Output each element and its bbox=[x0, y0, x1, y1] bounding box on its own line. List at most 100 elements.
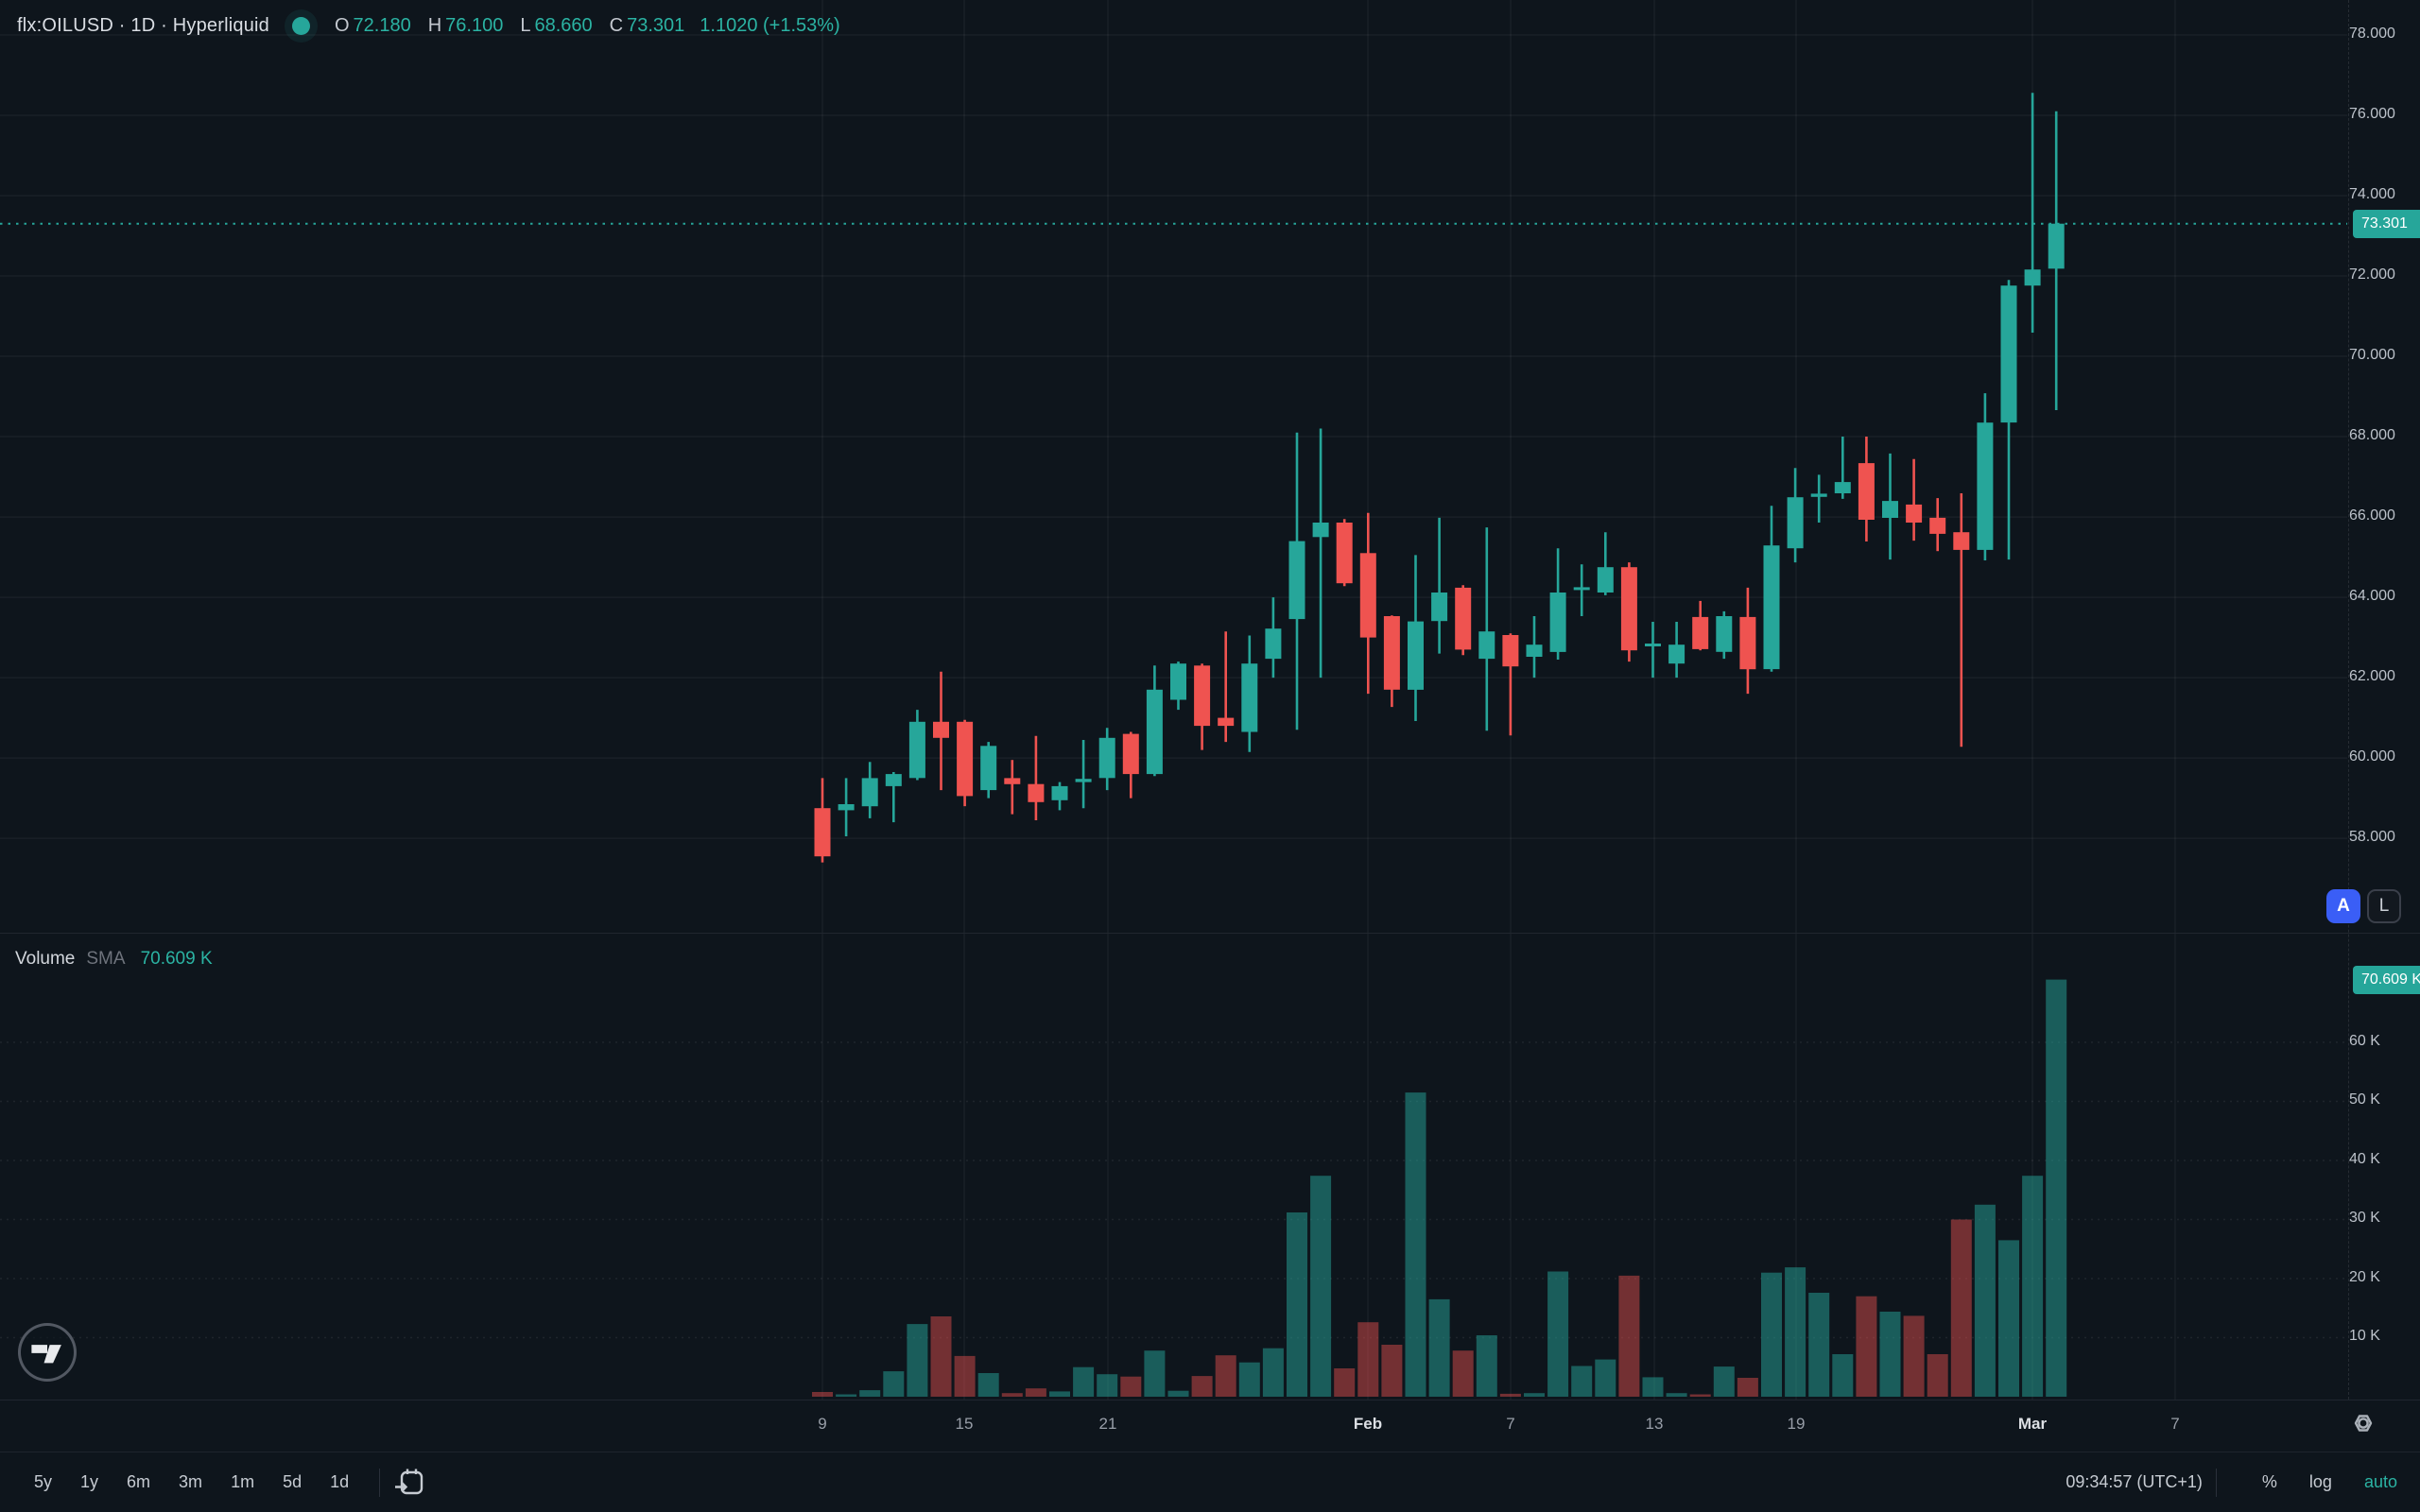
volume-bar bbox=[1405, 1092, 1426, 1397]
candle-body bbox=[1597, 567, 1614, 593]
volume-bar bbox=[1049, 1391, 1070, 1397]
volume-bar bbox=[1903, 1315, 1925, 1397]
volume-bar bbox=[812, 1392, 833, 1397]
range-button-3m[interactable]: 3m bbox=[179, 1472, 203, 1491]
volume-bar bbox=[977, 1373, 999, 1397]
volume-bar bbox=[1499, 1393, 1521, 1397]
volume-bar bbox=[1262, 1348, 1284, 1397]
time-tick-label: 7 bbox=[2170, 1415, 2180, 1433]
range-button-1m[interactable]: 1m bbox=[231, 1472, 255, 1491]
volume-bar bbox=[1167, 1390, 1189, 1397]
candle-body bbox=[838, 804, 855, 811]
pane-separator[interactable] bbox=[0, 933, 2420, 934]
close-label: C bbox=[609, 15, 624, 36]
volume-bar bbox=[1547, 1271, 1569, 1397]
volume-bar bbox=[883, 1371, 905, 1397]
calendar-icon bbox=[395, 1469, 424, 1494]
candle-body bbox=[1645, 644, 1661, 646]
market-status-dot-icon[interactable] bbox=[291, 17, 310, 35]
volume-bar bbox=[1287, 1212, 1307, 1397]
volume-bar bbox=[1001, 1393, 1023, 1397]
range-button-5y[interactable]: 5y bbox=[34, 1472, 53, 1491]
candle-body bbox=[1620, 567, 1637, 651]
toolbar-divider bbox=[2215, 1468, 2217, 1497]
range-button-5d[interactable]: 5d bbox=[283, 1472, 302, 1491]
candle-body bbox=[1383, 616, 1400, 690]
volume-bar bbox=[1476, 1335, 1497, 1397]
time-tick-label: 19 bbox=[1787, 1415, 1806, 1433]
time-tick-label: 9 bbox=[818, 1415, 827, 1433]
volume-bar bbox=[836, 1394, 857, 1397]
volume-bar bbox=[1025, 1388, 1046, 1397]
candle-body bbox=[1218, 717, 1235, 727]
candle-body bbox=[1549, 593, 1566, 652]
range-button-1d[interactable]: 1d bbox=[330, 1472, 350, 1491]
symbol-title[interactable]: flx:OILUSD · 1D · Hyperliquid bbox=[17, 15, 269, 36]
candle-body bbox=[980, 746, 997, 791]
gear-icon bbox=[2354, 1415, 2373, 1432]
volume-bar bbox=[2046, 979, 2067, 1397]
lock-scale-button[interactable]: L bbox=[2367, 889, 2401, 923]
volume-legend[interactable]: Volume SMA 70.609 K bbox=[15, 949, 213, 970]
volume-bar bbox=[1689, 1394, 1711, 1397]
candle-body bbox=[1716, 616, 1733, 652]
candle-body bbox=[933, 721, 949, 738]
candle-body bbox=[1526, 644, 1543, 657]
volume-bar bbox=[1144, 1350, 1166, 1397]
percent-scale-button[interactable]: % bbox=[2261, 1472, 2277, 1491]
volume-bar bbox=[1097, 1374, 1118, 1397]
open-label: O bbox=[334, 15, 350, 36]
timezone-settings-button[interactable] bbox=[2346, 1407, 2380, 1439]
range-button-1y[interactable]: 1y bbox=[80, 1472, 99, 1491]
clock-display[interactable]: 09:34:57 (UTC+1) bbox=[2066, 1472, 2203, 1491]
candle-body bbox=[1478, 631, 1495, 660]
candle-body bbox=[2048, 223, 2065, 269]
tradingview-logo-icon bbox=[31, 1345, 61, 1364]
volume-bar bbox=[1428, 1298, 1450, 1397]
candle-body bbox=[1929, 517, 1946, 534]
bottom-toolbar: 5y 1y 6m 3m 1m 5d 1d 09:34:57 (UTC+1) % log au… bbox=[0, 1452, 2420, 1512]
volume-bar bbox=[1357, 1322, 1379, 1397]
log-scale-button[interactable]: log bbox=[2308, 1472, 2332, 1491]
tradingview-logo[interactable] bbox=[18, 1323, 77, 1382]
time-tick-label: 15 bbox=[955, 1415, 974, 1433]
candle-body bbox=[1668, 644, 1685, 664]
volume-bar bbox=[1452, 1350, 1474, 1397]
candle-body bbox=[1834, 482, 1851, 493]
low-label: L bbox=[520, 15, 531, 36]
volume-bar bbox=[1998, 1240, 2019, 1397]
candle-body bbox=[885, 774, 902, 786]
volume-bar bbox=[1950, 1219, 1972, 1397]
candle-body bbox=[1075, 779, 1092, 782]
volume-bar bbox=[1524, 1393, 1545, 1397]
candle-body bbox=[1194, 665, 1211, 727]
candle-body bbox=[1004, 778, 1021, 784]
candle-body bbox=[2024, 269, 2041, 286]
range-button-6m[interactable]: 6m bbox=[127, 1472, 151, 1491]
volume-bar bbox=[1381, 1345, 1403, 1397]
price-scale-mode-buttons: A L bbox=[2326, 889, 2401, 923]
candle-body bbox=[814, 808, 831, 857]
price-axis[interactable]: 73.301 70.609 K 78.000 76.000 74.000 72.000… bbox=[2348, 0, 2420, 1400]
candle-body bbox=[1953, 532, 1970, 550]
volume-bar bbox=[954, 1355, 976, 1397]
volume-bar bbox=[1713, 1366, 1735, 1397]
candle-body bbox=[1787, 497, 1804, 549]
volume-bar bbox=[1666, 1393, 1687, 1397]
candle-body bbox=[2000, 285, 2017, 423]
ohlc-values: O 72.180 H 76.100 L 68.660 C 73.301 1.10… bbox=[335, 15, 840, 37]
candle-body bbox=[1241, 663, 1258, 732]
go-to-date-button[interactable] bbox=[393, 1467, 425, 1499]
candle-body bbox=[1763, 545, 1780, 670]
candle-body bbox=[957, 721, 974, 797]
volume-bar bbox=[1120, 1376, 1142, 1397]
time-tick-label: 21 bbox=[1098, 1415, 1117, 1433]
time-axis[interactable]: 9 15 21 Feb 7 13 19 Mar 7 bbox=[0, 1400, 2420, 1451]
chart-canvas[interactable] bbox=[0, 0, 2420, 1400]
volume-bar bbox=[1073, 1366, 1095, 1397]
auto-scale-toggle[interactable]: auto bbox=[2363, 1472, 2397, 1491]
volume-bar bbox=[1737, 1378, 1758, 1397]
high-value: 76.100 bbox=[445, 15, 504, 36]
candle-body bbox=[1408, 621, 1424, 690]
auto-scale-button[interactable]: A bbox=[2326, 889, 2360, 923]
